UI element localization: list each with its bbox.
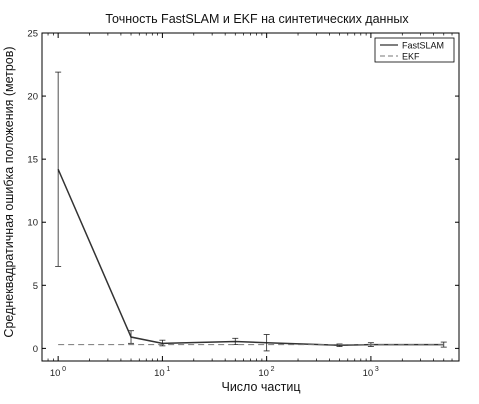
x-tick-label: 10 bbox=[363, 368, 374, 379]
chart-title: Точность FastSLAM и EKF на синтетических… bbox=[105, 12, 409, 26]
y-tick-label: 10 bbox=[27, 218, 38, 229]
legend-box bbox=[374, 37, 455, 63]
legend-label-ekf: EKF bbox=[402, 52, 420, 62]
x-tick-label-exponent: 3 bbox=[375, 366, 379, 373]
legend-label-fastslam: FastSLAM bbox=[402, 41, 444, 51]
x-tick-label: 10 bbox=[258, 368, 269, 379]
legend: FastSLAM EKF bbox=[374, 37, 455, 63]
x-tick-label: 10 bbox=[50, 368, 61, 379]
y-tick-label: 25 bbox=[27, 29, 38, 40]
y-axis-ticks: 0 5 10 15 20 25 bbox=[27, 29, 459, 355]
x-axis-label: Число частиц bbox=[221, 380, 300, 394]
x-tick-label-exponent: 2 bbox=[271, 366, 275, 373]
x-tick-label-exponent: 1 bbox=[166, 366, 170, 373]
y-axis-label: Среднеквадратичная ошибка положения (мет… bbox=[2, 46, 16, 337]
y-tick-label: 20 bbox=[27, 92, 38, 103]
y-tick-label: 15 bbox=[27, 155, 38, 166]
x-tick-label-exponent: 0 bbox=[62, 366, 66, 373]
series-line-fastslam bbox=[57, 168, 444, 346]
series-layer bbox=[55, 71, 447, 352]
x-tick-label: 10 bbox=[154, 368, 165, 379]
x-axis-ticks: 10 0 10 1 10 2 10 3 bbox=[41, 33, 453, 379]
y-tick-label: 0 bbox=[33, 344, 38, 355]
plot-frame bbox=[41, 32, 460, 362]
y-tick-label: 5 bbox=[33, 281, 38, 292]
